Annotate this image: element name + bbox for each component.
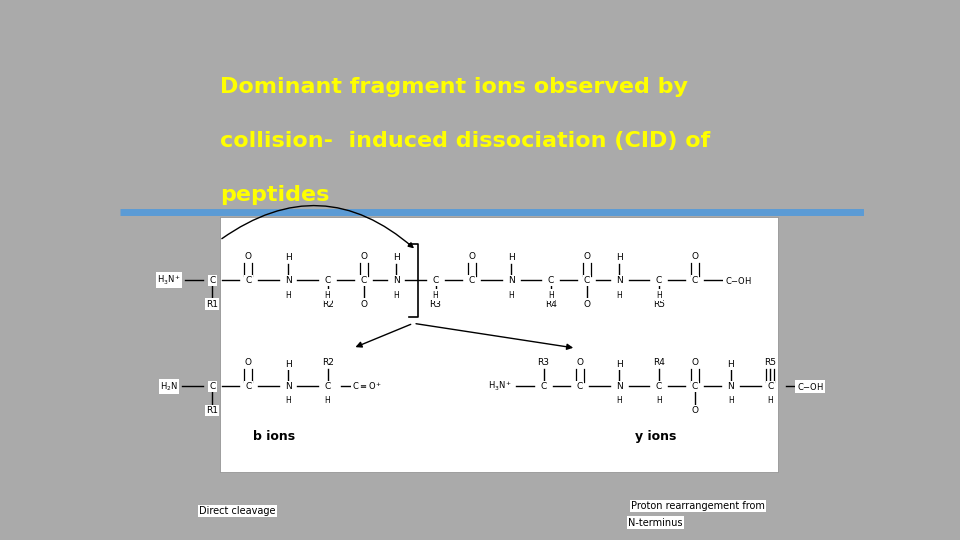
Text: O: O (691, 358, 698, 367)
Text: R2: R2 (322, 300, 333, 308)
Text: collision-  induced dissociation (CID) of: collision- induced dissociation (CID) of (221, 131, 710, 151)
Text: C: C (432, 275, 439, 285)
Text: H: H (616, 396, 622, 405)
Text: Dominant fragment ions observed by: Dominant fragment ions observed by (221, 77, 688, 97)
Text: R1: R1 (206, 300, 219, 308)
Text: N: N (615, 275, 623, 285)
Text: H$_3$N$^+$: H$_3$N$^+$ (489, 380, 513, 393)
FancyArrowPatch shape (416, 323, 572, 349)
Text: N: N (728, 382, 734, 391)
Text: H: H (509, 291, 514, 300)
Text: O: O (576, 358, 583, 367)
Text: H: H (656, 291, 661, 300)
FancyBboxPatch shape (221, 217, 779, 472)
Text: C: C (767, 382, 774, 391)
Text: C: C (209, 382, 216, 391)
Text: C: C (656, 382, 662, 391)
Text: H: H (615, 360, 623, 369)
Text: C: C (360, 275, 367, 285)
Text: N: N (284, 382, 292, 391)
Text: O: O (691, 252, 698, 261)
Text: H: H (324, 291, 330, 300)
Text: C: C (691, 275, 698, 285)
Text: N: N (284, 275, 292, 285)
Text: R1: R1 (206, 406, 219, 415)
Text: Proton rearrangement from: Proton rearrangement from (632, 501, 765, 511)
FancyArrowPatch shape (357, 325, 411, 347)
Text: R5: R5 (653, 300, 664, 308)
Text: R3: R3 (430, 300, 442, 308)
Text: H$_2$N: H$_2$N (160, 380, 179, 393)
Text: H: H (284, 360, 292, 369)
Text: H: H (508, 253, 515, 262)
Text: H: H (768, 396, 773, 405)
Text: C: C (209, 275, 216, 285)
Text: C: C (584, 275, 590, 285)
Text: R3: R3 (538, 358, 549, 367)
Text: O: O (584, 300, 590, 308)
Text: C: C (691, 382, 698, 391)
Text: H: H (393, 253, 399, 262)
Text: H: H (433, 291, 439, 300)
Text: H: H (548, 291, 554, 300)
Text: C: C (576, 382, 583, 391)
Text: N-terminus: N-terminus (628, 517, 683, 528)
Text: C: C (468, 275, 475, 285)
Text: H: H (394, 291, 398, 300)
Text: H: H (285, 396, 291, 405)
Text: O: O (245, 252, 252, 261)
Text: O: O (245, 358, 252, 367)
Text: H: H (728, 396, 733, 405)
Text: C$-$OH: C$-$OH (797, 381, 824, 392)
Text: H: H (284, 253, 292, 262)
Text: C: C (540, 382, 547, 391)
Text: O: O (767, 358, 774, 367)
Text: C: C (245, 275, 252, 285)
Text: N: N (508, 275, 515, 285)
Text: R4: R4 (653, 358, 664, 367)
Text: R4: R4 (545, 300, 557, 308)
Text: O: O (360, 252, 367, 261)
Text: H: H (285, 291, 291, 300)
Text: O: O (360, 300, 367, 308)
Text: H: H (656, 396, 661, 405)
Text: b ions: b ions (252, 430, 295, 443)
Text: H: H (728, 360, 734, 369)
Text: O: O (468, 252, 475, 261)
Text: H$_3$N$^+$: H$_3$N$^+$ (157, 274, 181, 287)
Text: y ions: y ions (635, 430, 676, 443)
Text: O: O (584, 252, 590, 261)
Text: N: N (393, 275, 399, 285)
Text: C: C (656, 275, 662, 285)
Text: Direct cleavage: Direct cleavage (200, 506, 276, 516)
Text: C: C (324, 275, 331, 285)
FancyArrowPatch shape (222, 206, 413, 247)
Text: C: C (324, 382, 331, 391)
Text: H: H (616, 291, 622, 300)
Text: O: O (691, 406, 698, 415)
Text: H: H (324, 396, 330, 405)
Text: C$-$OH: C$-$OH (725, 275, 752, 286)
Text: C$\equiv$O$^+$: C$\equiv$O$^+$ (352, 381, 382, 392)
Text: N: N (615, 382, 623, 391)
Text: peptides: peptides (221, 185, 330, 205)
Text: R2: R2 (322, 358, 333, 367)
Text: R5: R5 (764, 358, 777, 367)
Text: C: C (245, 382, 252, 391)
Text: C: C (547, 275, 554, 285)
Text: H: H (615, 253, 623, 262)
